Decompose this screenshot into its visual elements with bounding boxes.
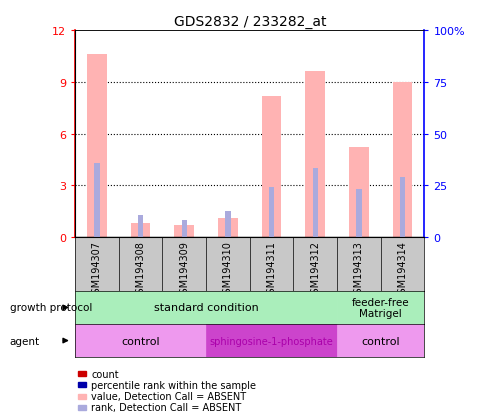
Bar [181, 220, 187, 237]
Bar [87, 55, 106, 237]
Text: GSM194314: GSM194314 [397, 240, 407, 299]
Bar [131, 224, 150, 237]
Text: agent: agent [10, 336, 40, 346]
Text: value, Detection Call = ABSENT: value, Detection Call = ABSENT [91, 391, 246, 401]
Text: control: control [361, 336, 399, 346]
Text: percentile rank within the sample: percentile rank within the sample [91, 380, 256, 390]
Bar [348, 148, 368, 237]
Text: GSM194307: GSM194307 [92, 240, 102, 299]
Bar [312, 169, 318, 237]
Text: GSM194309: GSM194309 [179, 240, 189, 299]
Bar [268, 188, 274, 237]
Bar [174, 225, 194, 237]
Text: growth protocol: growth protocol [10, 303, 92, 313]
Bar [75, 291, 336, 324]
Bar [137, 215, 143, 237]
Bar [206, 324, 336, 357]
Bar [305, 72, 324, 237]
Bar [399, 177, 405, 237]
Text: GSM194308: GSM194308 [136, 240, 145, 299]
Bar [225, 211, 230, 237]
Bar [218, 218, 237, 237]
Text: GSM194313: GSM194313 [353, 240, 363, 299]
Bar [336, 324, 424, 357]
Text: control: control [121, 336, 160, 346]
Bar [392, 83, 411, 237]
Bar [336, 291, 424, 324]
Bar [355, 189, 361, 237]
Bar [261, 96, 281, 237]
Text: feeder-free
Matrigel: feeder-free Matrigel [351, 297, 408, 318]
Text: rank, Detection Call = ABSENT: rank, Detection Call = ABSENT [91, 402, 241, 412]
Text: count: count [91, 369, 119, 379]
Title: GDS2832 / 233282_at: GDS2832 / 233282_at [173, 14, 325, 28]
Text: GSM194312: GSM194312 [310, 240, 319, 299]
Bar [75, 324, 206, 357]
Text: sphingosine-1-phosphate: sphingosine-1-phosphate [209, 336, 333, 346]
Bar [94, 164, 100, 237]
Text: standard condition: standard condition [153, 303, 258, 313]
Text: GSM194310: GSM194310 [223, 240, 232, 299]
Text: GSM194311: GSM194311 [266, 240, 276, 299]
